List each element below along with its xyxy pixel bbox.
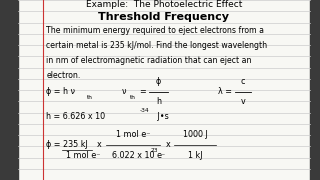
Text: c: c [241,77,245,86]
Text: 1 kJ: 1 kJ [188,151,203,160]
Text: ϕ: ϕ [156,77,161,86]
Text: =: = [139,87,146,96]
Text: e⁻: e⁻ [157,151,166,160]
Text: 1000 J: 1000 J [183,130,208,139]
Text: 23: 23 [150,148,158,153]
Text: x: x [166,140,171,149]
Text: ϕ =: ϕ = [46,140,63,149]
Text: 235 kJ: 235 kJ [63,140,88,149]
Bar [0,0,18,180]
Text: ν: ν [122,87,126,96]
Text: th: th [130,95,135,100]
Text: -34: -34 [140,108,150,113]
Bar [310,0,320,180]
Text: in nm of electromagnetic radiation that can eject an: in nm of electromagnetic radiation that … [46,56,252,65]
Text: Example:  The Photoelectric Effect: Example: The Photoelectric Effect [86,0,242,9]
Text: 1 mol e⁻: 1 mol e⁻ [116,130,150,139]
Text: h = 6.626 x 10: h = 6.626 x 10 [46,112,106,121]
Text: The minimum energy required to eject electrons from a: The minimum energy required to eject ele… [46,26,264,35]
Text: v: v [241,97,245,106]
Text: J•s: J•s [155,112,169,121]
Text: Threshold Frequency: Threshold Frequency [99,12,229,22]
Text: λ =: λ = [218,87,232,96]
Text: h: h [156,97,161,106]
Text: ϕ = h ν: ϕ = h ν [46,87,76,96]
Text: th: th [86,95,92,100]
Text: certain metal is 235 kJ/mol. Find the longest wavelength: certain metal is 235 kJ/mol. Find the lo… [46,41,268,50]
Text: 6.022 x 10: 6.022 x 10 [112,151,155,160]
Text: x: x [97,140,102,149]
Text: 1 mol e⁻: 1 mol e⁻ [66,151,101,160]
Text: electron.: electron. [46,71,81,80]
